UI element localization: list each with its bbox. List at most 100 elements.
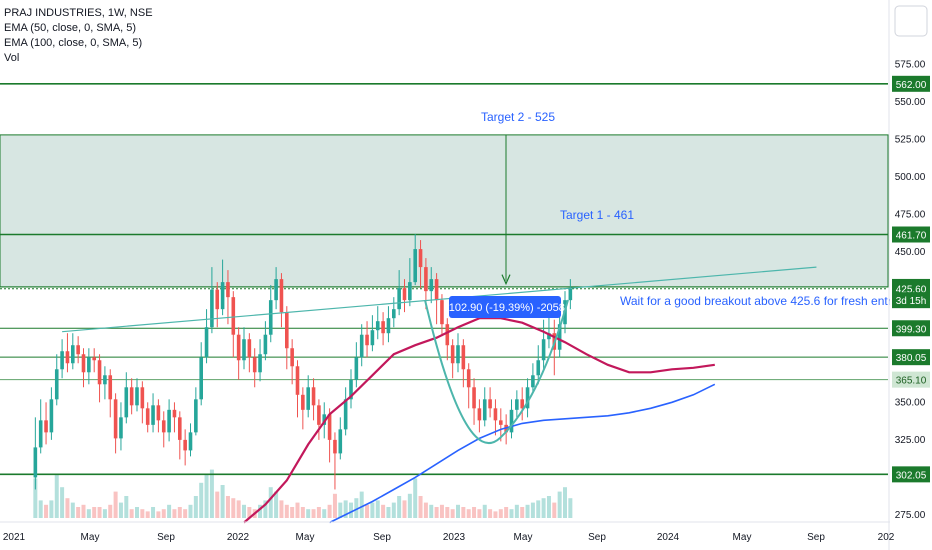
volume-bar (135, 507, 139, 518)
candle-body (482, 399, 487, 421)
candle-body (81, 354, 86, 373)
horizontal-levels-layer (0, 83, 888, 476)
volume-bar (445, 507, 450, 518)
candle-body (466, 369, 471, 388)
volume-bar (365, 504, 370, 518)
price-badge-label: 3d 15h (896, 296, 927, 307)
volume-bar (145, 511, 150, 518)
time-tick: 2024 (657, 532, 680, 543)
volume-bar (225, 496, 230, 518)
candle-body (477, 408, 482, 421)
candle-body (493, 408, 498, 421)
price-axis[interactable]: 575.00 550.00 525.00 500.00 475.00 450.00 350.… (888, 0, 932, 550)
candle-body (188, 432, 193, 451)
target-zone (0, 134, 889, 288)
volume-bar (242, 504, 246, 518)
volume-bar (439, 504, 444, 518)
price-tick: 325.00 (895, 435, 926, 446)
price-badge-label: 399.30 (896, 324, 927, 335)
volume-bar (193, 496, 198, 518)
candle-body (370, 330, 375, 346)
volume-bar (215, 491, 220, 518)
candle-body (434, 279, 439, 301)
volume-bar (370, 502, 375, 518)
candle-body (547, 333, 551, 340)
candle-body (258, 354, 262, 373)
candle-body (392, 309, 396, 319)
candle-body (274, 279, 278, 301)
target1-label: Target 1 - 461 (560, 208, 634, 222)
candle-body (268, 300, 273, 335)
measure-box (449, 296, 561, 318)
candle-body (124, 387, 129, 418)
candle-body (365, 334, 369, 346)
candle-body (386, 318, 391, 334)
candle-body (450, 345, 455, 364)
volume-bar (338, 502, 343, 518)
candle-body (525, 387, 530, 409)
volume-bar (49, 500, 54, 518)
volume-bar (563, 487, 567, 518)
volume-bar (488, 509, 493, 518)
candle-body (279, 279, 284, 313)
volume-bar (38, 500, 43, 518)
volume-bar (108, 504, 113, 518)
time-tick: May (81, 532, 100, 543)
volume-bar (44, 504, 49, 518)
price-badge (892, 320, 930, 337)
volume-bar (514, 504, 519, 518)
volume-bar (504, 507, 509, 518)
candle-body (397, 288, 401, 310)
volume-bar (274, 491, 279, 518)
volume-bar (536, 500, 541, 518)
volume-bar (113, 491, 118, 518)
legend-ema50: EMA (50, close, 0, SMA, 5) (4, 22, 137, 34)
volume-bar (311, 509, 316, 518)
volume-bar (102, 509, 107, 518)
volume-bar (461, 507, 466, 518)
price-tick: 550.00 (895, 97, 926, 108)
candle-body (135, 387, 139, 406)
volume-bar (568, 498, 573, 518)
candle-body (429, 279, 434, 292)
candle-body (472, 387, 476, 409)
legend-ema100: EMA (100, close, 0, SMA, 5) (4, 37, 143, 49)
candle-body (322, 414, 327, 425)
price-badge-label: 302.05 (896, 470, 927, 481)
ema50-line (243, 317, 715, 524)
candle-body (108, 375, 113, 400)
volume-bar (92, 507, 97, 518)
candle-body (541, 339, 546, 361)
volume-bar (33, 478, 38, 518)
candle-body (338, 429, 343, 454)
volume-layer (33, 469, 573, 518)
candle-body (252, 357, 257, 373)
candle-body (210, 289, 214, 328)
candle-body (242, 339, 246, 361)
volume-bar (525, 504, 530, 518)
volume-bar (418, 496, 423, 518)
candle-body (151, 405, 155, 425)
price-badge-label: 425.60 (896, 285, 927, 296)
candle-body (306, 387, 310, 410)
time-tick: 202 (878, 532, 895, 543)
volume-bar (124, 496, 129, 518)
price-tick: 525.00 (895, 134, 926, 145)
volume-bar (316, 507, 321, 518)
volume-bar (381, 504, 386, 518)
volume-bar (423, 502, 428, 518)
time-axis[interactable]: 2021 May Sep 2022 May Sep 2023 May Sep 2024 May Sep… (0, 521, 895, 543)
time-tick: Sep (373, 532, 391, 543)
price-tick: 575.00 (895, 59, 926, 70)
candle-body (172, 409, 177, 418)
volume-bar (172, 509, 177, 518)
volume-bar (247, 507, 252, 518)
candle-body (38, 420, 43, 448)
volume-bar (407, 493, 412, 518)
candle-body (402, 288, 407, 301)
volume-bar (429, 504, 434, 518)
time-tick: 2022 (227, 532, 250, 543)
price-badge (892, 466, 930, 483)
volume-bar (546, 496, 551, 518)
